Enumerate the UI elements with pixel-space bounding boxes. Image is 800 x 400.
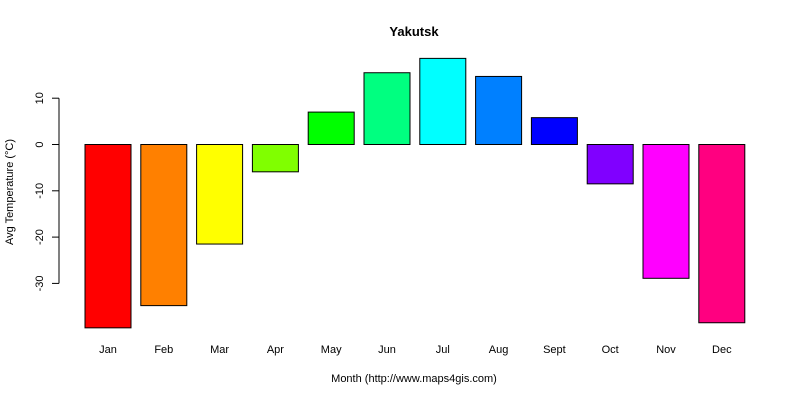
y-tick-label: 10: [34, 92, 46, 104]
y-tick-label: -20: [34, 229, 46, 245]
bar-apr: [251, 144, 299, 173]
bar-jun: [363, 72, 411, 145]
x-tick-label: May: [321, 344, 342, 356]
category-labels: Jan Feb Mar Apr May Jun Jul Aug Sept Oct Nov Dec: [99, 344, 732, 356]
x-tick-label: Jun: [378, 344, 396, 356]
bar-nov: [642, 144, 690, 279]
x-tick-label: Dec: [712, 344, 732, 356]
x-tick-label: Jan: [99, 344, 117, 356]
x-tick-label: Feb: [154, 344, 173, 356]
y-tick-label: -30: [34, 275, 46, 291]
bars-group: [84, 57, 746, 329]
x-tick-label: Jul: [436, 344, 450, 356]
x-axis-label: Month (http://www.maps4gis.com): [331, 373, 497, 385]
x-tick-label: Aug: [489, 344, 509, 356]
bar-mar: [196, 144, 244, 245]
y-axis-ticks: 10 0 -10 -20 -30: [34, 92, 59, 291]
bar-dec: [698, 144, 746, 324]
y-tick-label: 0: [34, 141, 46, 147]
bar-aug: [475, 75, 523, 145]
bar-jan: [84, 144, 132, 329]
x-tick-label: Mar: [210, 344, 229, 356]
x-tick-label: Nov: [656, 344, 676, 356]
x-tick-label: Apr: [267, 344, 284, 356]
chart-title: Yakutsk: [389, 24, 439, 39]
x-tick-label: Sept: [543, 344, 566, 356]
x-tick-label: Oct: [602, 344, 619, 356]
bar-sept: [530, 117, 578, 146]
bar-oct: [586, 144, 634, 185]
bar-jul: [419, 57, 467, 145]
bar-feb: [140, 144, 188, 307]
y-tick-label: -10: [34, 183, 46, 199]
bar-may: [307, 111, 355, 145]
y-axis-label: Avg Temperature (°C): [4, 139, 16, 245]
